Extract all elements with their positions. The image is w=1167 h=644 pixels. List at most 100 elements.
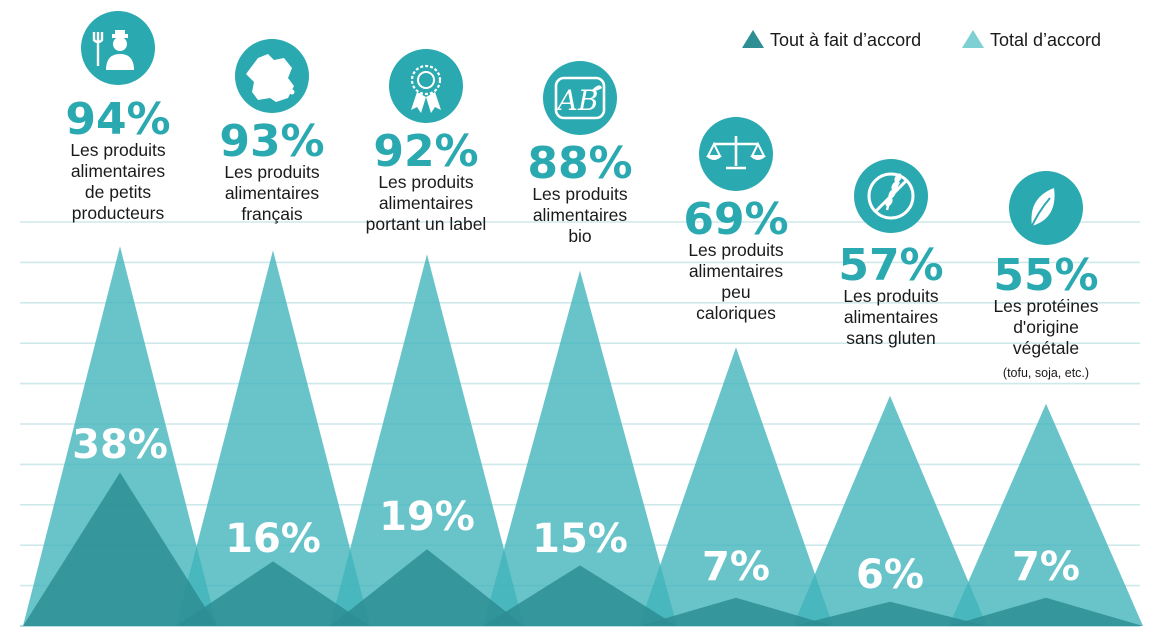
category-label-line: alimentaires — [844, 307, 939, 327]
highlight-text: peu — [721, 282, 750, 302]
category-label-line: végétale — [1013, 338, 1079, 358]
total-peak — [949, 403, 1143, 626]
award-ribbon-icon — [389, 49, 463, 123]
label-text: de — [85, 182, 109, 202]
label-text: Les produits — [224, 162, 320, 182]
strong-value-label: 7% — [702, 544, 770, 590]
total-peak — [23, 246, 217, 626]
total-value-label: 69% — [683, 194, 788, 245]
highlight-text: label — [449, 214, 486, 234]
strong-series-labels: 38% 16% 19% 15% 7% 6% 7% — [72, 422, 1080, 598]
category-note: (tofu, soja, etc.) — [1003, 366, 1089, 380]
strong-value-label: 6% — [856, 552, 924, 598]
category-label-line: alimentaires — [379, 193, 474, 213]
strong-peak — [793, 601, 987, 626]
category-label-line: caloriques — [696, 303, 776, 323]
highlight-text: origine — [1026, 317, 1079, 337]
label-text: Les produits — [378, 172, 474, 192]
legend-item: Tout à fait d’accord — [742, 30, 921, 50]
label-text: Les produits — [532, 184, 628, 204]
category-label-line: Les produits — [843, 286, 939, 306]
category-label-line: producteurs — [72, 203, 165, 223]
total-value-label: 55% — [993, 250, 1098, 301]
label-text: alimentaires — [225, 183, 320, 203]
strong-value-label: 16% — [225, 516, 321, 562]
organic-label-text: AB — [555, 84, 599, 117]
total-value-label: 93% — [219, 116, 324, 167]
gluten-free-icon — [854, 159, 928, 233]
highlight-text: végétale — [1013, 338, 1079, 358]
category-label-line: portant un label — [366, 214, 487, 234]
category-label-line: de petits — [85, 182, 151, 202]
scale-icon — [699, 117, 773, 191]
total-value-label: 57% — [838, 240, 943, 291]
strong-value-label: 19% — [379, 494, 475, 540]
organic-label-icon: AB — [543, 61, 617, 135]
label-text: Les produits — [688, 240, 784, 260]
category-label-line: Les protéines — [993, 296, 1098, 316]
category-label-line: d'origine — [1013, 317, 1079, 337]
label-text: Les produits — [70, 140, 166, 160]
label-text: alimentaires — [533, 205, 628, 225]
legend-item: Total d’accord — [962, 30, 1101, 50]
label-text: Les protéines — [993, 296, 1098, 316]
total-value-label: 88% — [527, 138, 632, 189]
category-label-line: Les produits — [532, 184, 628, 204]
legend-label: Total d’accord — [990, 30, 1101, 50]
label-text: alimentaires — [379, 193, 474, 213]
category-label-line: Les produits — [224, 162, 320, 182]
label-text: alimentaires — [71, 161, 166, 181]
highlight-text: petits — [109, 182, 151, 202]
legend-swatch — [962, 30, 984, 48]
highlight-text: bio — [568, 226, 591, 246]
total-peak — [639, 347, 833, 626]
strong-peak — [23, 472, 217, 626]
category-label-line: bio — [568, 226, 591, 246]
category-label-line: sans gluten — [846, 328, 936, 348]
leaf-icon — [1009, 171, 1083, 245]
total-peak — [330, 254, 524, 627]
strong-peak — [483, 565, 677, 626]
strong-series-peaks — [23, 472, 1143, 626]
france-map-icon — [235, 39, 309, 113]
strong-peak — [639, 597, 833, 626]
strong-peak — [330, 549, 524, 626]
highlight-text: caloriques — [696, 303, 776, 323]
label-text: d' — [1013, 317, 1026, 337]
strong-value-label: 38% — [72, 422, 168, 468]
total-peak — [793, 395, 987, 626]
category-label-line: Les produits — [378, 172, 474, 192]
total-peak — [176, 250, 370, 627]
strong-value-label: 7% — [1012, 544, 1080, 590]
category-label-line: français — [241, 204, 303, 224]
total-series-peaks — [23, 246, 1143, 627]
legend: Tout à fait d’accord Total d’accord — [742, 30, 1101, 50]
legend-swatch — [742, 30, 764, 48]
total-value-label: 92% — [373, 126, 478, 177]
category-label-line: Les produits — [70, 140, 166, 160]
highlight-text: producteurs — [72, 203, 165, 223]
strong-peak — [949, 597, 1143, 626]
highlight-text: français — [241, 204, 303, 224]
total-value-label: 94% — [65, 94, 170, 145]
category-label-line: alimentaires — [225, 183, 320, 203]
highlight-text: sans gluten — [846, 328, 936, 348]
total-peak — [483, 270, 677, 626]
farmer-icon — [81, 11, 155, 85]
category-label-line: Les produits — [688, 240, 784, 260]
category-label-line: alimentaires — [689, 261, 784, 281]
category-label-line: alimentaires — [533, 205, 628, 225]
category-label-line: peu — [721, 282, 750, 302]
legend-label: Tout à fait d’accord — [770, 30, 921, 50]
label-text: alimentaires — [844, 307, 939, 327]
label-text: alimentaires — [689, 261, 784, 281]
strong-peak — [176, 561, 370, 626]
category-label-line: alimentaires — [71, 161, 166, 181]
